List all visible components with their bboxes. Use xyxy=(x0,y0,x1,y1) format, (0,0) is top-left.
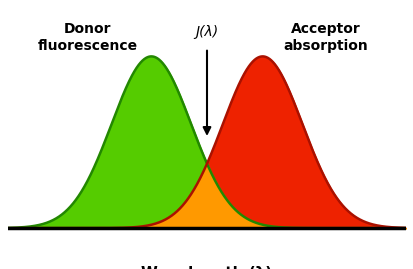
Text: Acceptor
absorption: Acceptor absorption xyxy=(283,22,368,53)
Text: Wavelength (λ): Wavelength (λ) xyxy=(141,266,272,269)
Text: Donor
fluorescence: Donor fluorescence xyxy=(38,22,138,53)
Text: J(λ): J(λ) xyxy=(195,25,218,39)
